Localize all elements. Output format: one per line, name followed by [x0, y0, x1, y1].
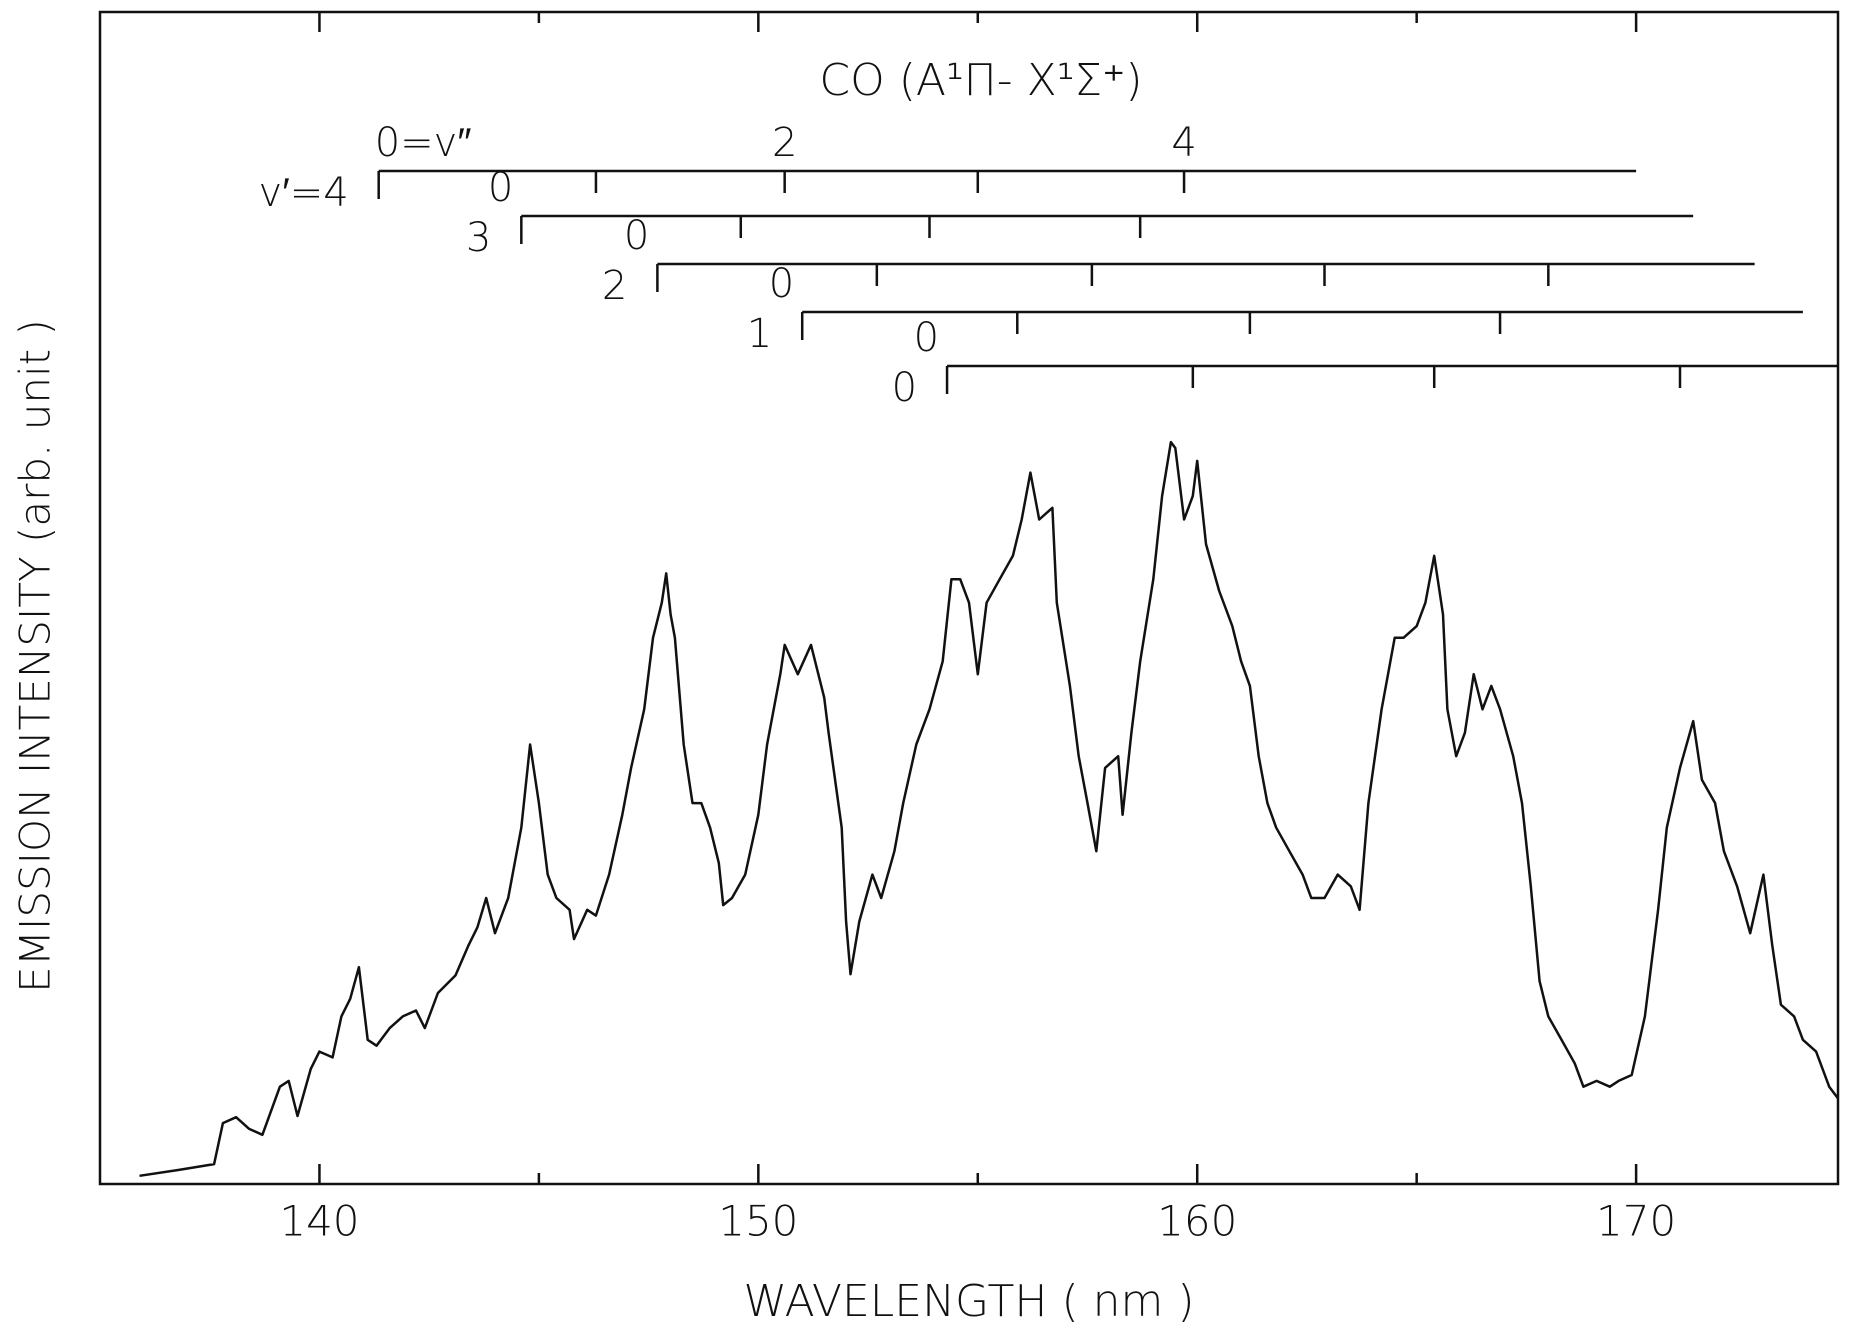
band-label: 2: [772, 120, 797, 166]
x-tick-label: 150: [718, 1197, 798, 1246]
spectrum-line: [139, 440, 1839, 1178]
x-tick-label: 160: [1157, 1197, 1237, 1246]
progression-label: 1: [747, 311, 772, 357]
progression-label: 3: [466, 215, 491, 261]
y-axis-label: EMISSION INTENSITY (arb. unit ): [11, 319, 60, 993]
progression-label: 0: [892, 365, 917, 411]
progression-label: v′=4: [259, 170, 349, 216]
progression-label: 2: [602, 263, 627, 309]
band-label: 0: [769, 261, 794, 307]
x-tick-label: 140: [279, 1197, 359, 1246]
band-label: 0: [624, 213, 649, 259]
plot-frame: [98, 10, 1840, 1186]
x-axis-label: WAVELENGTH ( nm ): [743, 1276, 1194, 1327]
band-label: 0=v″: [375, 120, 472, 166]
x-tick-label: 170: [1596, 1197, 1676, 1246]
band-label: 4: [1171, 120, 1196, 166]
chart-title: CO (A¹Π- X¹Σ⁺): [819, 55, 1142, 106]
band-label: 0: [488, 165, 513, 211]
band-label: 0: [914, 315, 939, 361]
